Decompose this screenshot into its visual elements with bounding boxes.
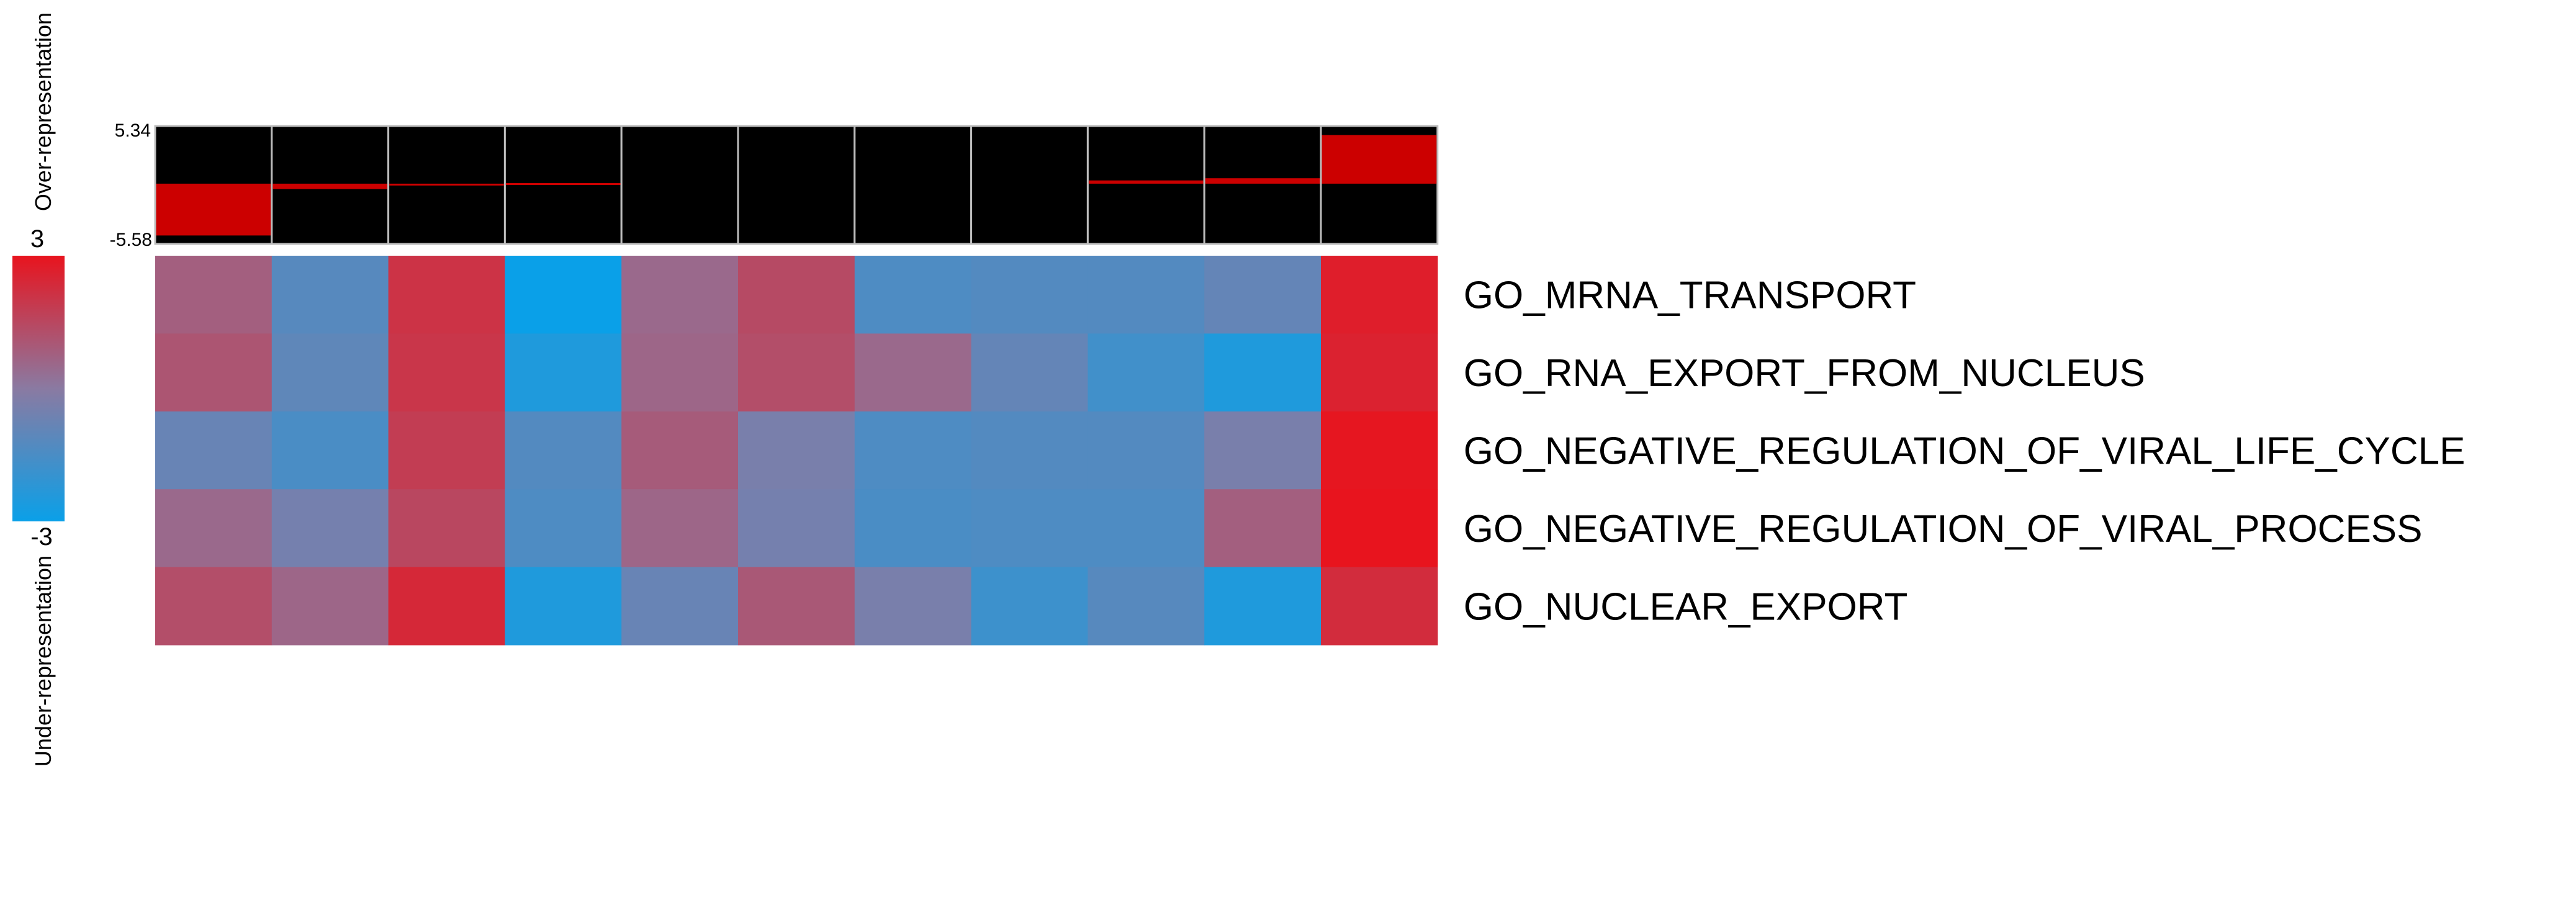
heatmap-cell (505, 411, 622, 490)
heatmap-cell (388, 256, 505, 334)
color-scale-max-label: 3 (30, 225, 44, 253)
over-representation-label: Over-representation (30, 12, 56, 211)
heatmap-cell (854, 333, 972, 412)
heatmap-cell (621, 256, 739, 334)
heatmap-cell (1204, 567, 1322, 646)
bar-panel-cell (737, 125, 856, 245)
heatmap-cell (971, 567, 1088, 646)
bar-panel-bar (505, 183, 621, 185)
bar-panel-bar (1205, 178, 1320, 184)
heatmap-cell (738, 256, 855, 334)
heatmap-cell (1204, 256, 1322, 334)
heatmap-cell (1321, 567, 1438, 646)
heatmap-cell (388, 567, 505, 646)
bar-panel-bar (389, 183, 504, 186)
heatmap-cell (621, 411, 739, 490)
row-label: GO_MRNA_TRANSPORT (1464, 274, 1916, 317)
heatmap-cell (971, 489, 1088, 568)
heatmap-cell (388, 333, 505, 412)
row-label: GO_NEGATIVE_REGULATION_OF_VIRAL_LIFE_CYC… (1464, 430, 2466, 473)
bar-panel-ymin-label: -5.58 (110, 230, 152, 250)
row-label: GO_NEGATIVE_REGULATION_OF_VIRAL_PROCESS (1464, 508, 2423, 551)
heatmap-cell (1321, 333, 1438, 412)
heatmap-cell (854, 567, 972, 646)
heatmap-cell (1088, 333, 1205, 412)
heatmap-cell (1321, 489, 1438, 568)
heatmap-cell (854, 489, 972, 568)
heatmap-cell (1088, 411, 1205, 490)
heatmap-cell (1088, 567, 1205, 646)
heatmap-cell (155, 411, 272, 490)
heatmap-cell (155, 489, 272, 568)
bar-panel-cell (1203, 125, 1322, 245)
heatmap-cell (621, 567, 739, 646)
heatmap-cell (854, 256, 972, 334)
row-label: GO_NUCLEAR_EXPORT (1464, 585, 1908, 628)
heatmap-cell (505, 489, 622, 568)
color-scale-min-label: -3 (30, 523, 53, 551)
heatmap-cell (271, 333, 389, 412)
bar-panel-bar (1088, 180, 1204, 184)
heatmap-cell (505, 256, 622, 334)
color-scale-bar (12, 256, 65, 521)
heatmap-cell (1321, 256, 1438, 334)
bar-panel-cell (853, 125, 973, 245)
heatmap-cell (1204, 411, 1322, 490)
bar-panel-cell (970, 125, 1089, 245)
heatmap-grid (155, 256, 1438, 646)
heatmap-cell (738, 411, 855, 490)
heatmap-cell (854, 411, 972, 490)
heatmap-cell (738, 489, 855, 568)
heatmap-cell (1088, 256, 1205, 334)
heatmap-cell (621, 489, 739, 568)
heatmap-cell (505, 567, 622, 646)
bar-panel (154, 125, 1439, 245)
heatmap-cell (271, 256, 389, 334)
heatmap-cell (271, 489, 389, 568)
heatmap-cell (971, 411, 1088, 490)
heatmap-cell (271, 411, 389, 490)
bar-panel-cell (620, 125, 739, 245)
heatmap-cell (971, 333, 1088, 412)
bar-panel-bar (272, 183, 388, 189)
heatmap-cell (505, 333, 622, 412)
heatmap-cell (1204, 489, 1322, 568)
heatmap-cell (621, 333, 739, 412)
under-representation-label: Under-representation (30, 556, 56, 767)
heatmap-cell (971, 256, 1088, 334)
row-labels: GO_MRNA_TRANSPORT GO_RNA_EXPORT_FROM_NUCL… (1464, 274, 2466, 629)
heatmap-cell (1321, 411, 1438, 490)
heatmap-cell (1204, 333, 1322, 412)
heatmap-cell (388, 489, 505, 568)
heatmap-cell (271, 567, 389, 646)
heatmap-cell (738, 567, 855, 646)
heatmap-cell (738, 333, 855, 412)
bar-panel-bar (156, 183, 271, 236)
row-label: GO_RNA_EXPORT_FROM_NUCLEUS (1464, 352, 2145, 395)
bar-panel-cell (1086, 125, 1205, 245)
heatmap-cell (155, 256, 272, 334)
heatmap-cell (1088, 489, 1205, 568)
bar-panel-ymax-label: 5.34 (115, 120, 151, 141)
heatmap-cell (155, 333, 272, 412)
bar-panel-bar (1322, 135, 1437, 184)
heatmap-cell (155, 567, 272, 646)
heatmap-cell (388, 411, 505, 490)
